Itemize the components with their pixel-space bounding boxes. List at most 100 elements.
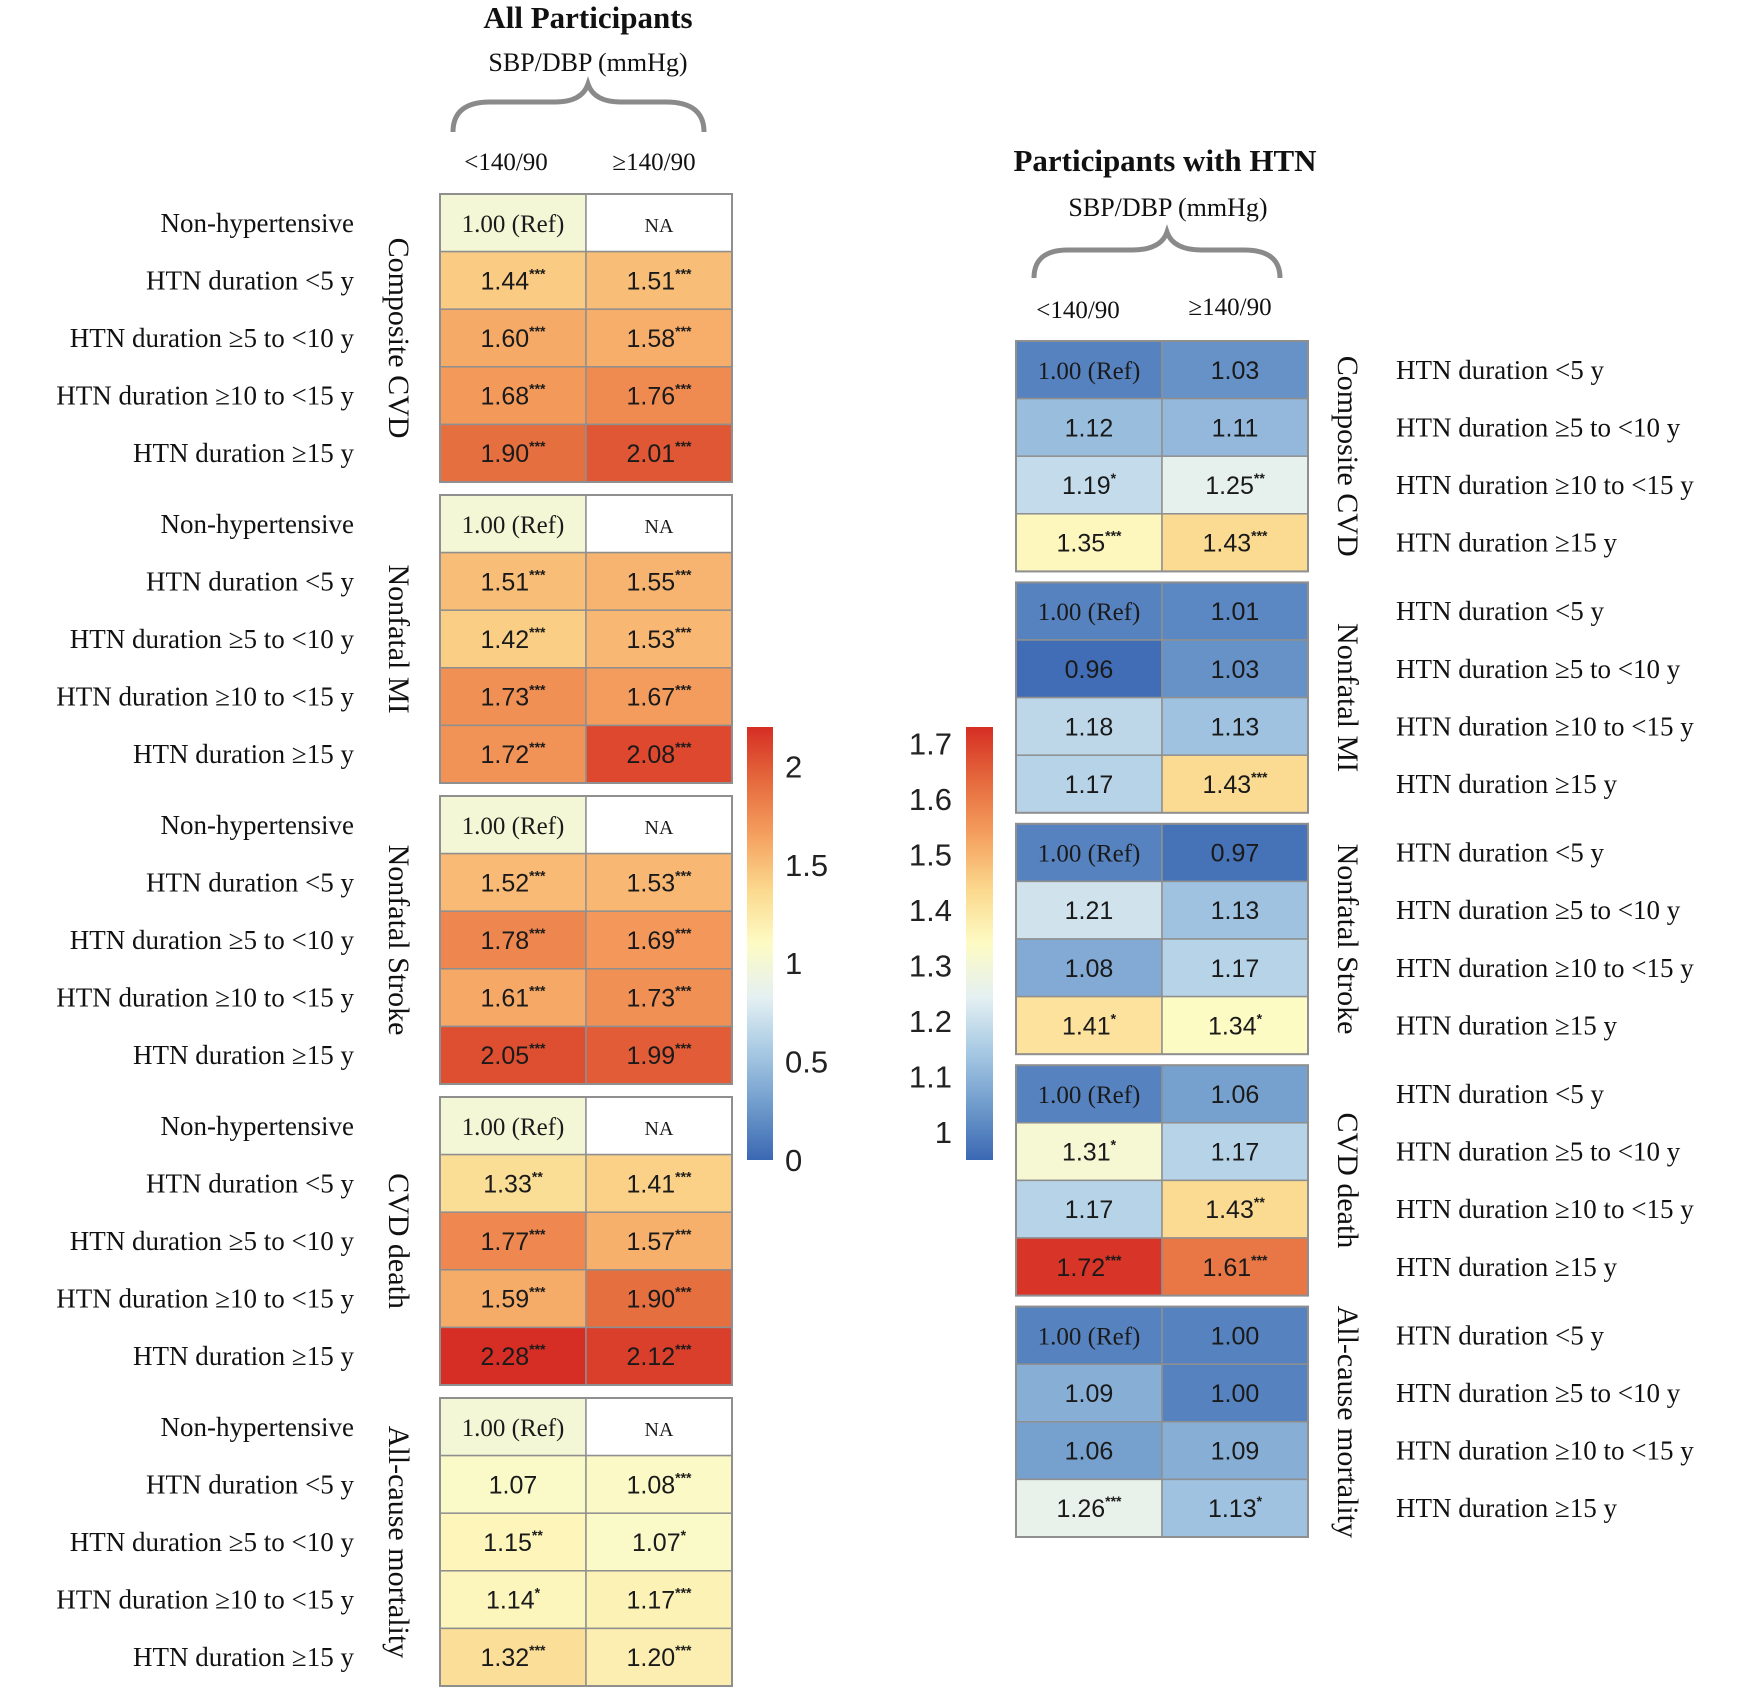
- heatmap-cell: [585, 494, 733, 554]
- colorbar-tick-label: 0.5: [785, 1045, 828, 1080]
- colorbar-tick-label: 1.3: [909, 949, 952, 984]
- cell-value-label: 1.00 (Ref): [1038, 1323, 1141, 1350]
- heatmap-cell: [585, 1512, 733, 1572]
- right-colorbar: [966, 727, 993, 1160]
- group-label: Nonfatal MI: [1331, 623, 1364, 772]
- cell-value-label: 1.61***: [1202, 1252, 1268, 1282]
- colorbar-tick-label: 1.6: [909, 782, 952, 817]
- heatmap-cell: [585, 1025, 733, 1085]
- cell-value-label: 1.13: [1211, 897, 1260, 925]
- heatmap-cell: [1161, 823, 1309, 883]
- colorbar-tick-label: 1.1: [909, 1060, 952, 1095]
- heatmap-cell: [1015, 639, 1163, 699]
- group-border: [1015, 1064, 1309, 1297]
- cell-value-label: 1.33**: [483, 1168, 543, 1198]
- row-label: HTN duration ≥15 y: [133, 1040, 355, 1070]
- heatmap-cell: [439, 1627, 587, 1687]
- cell-value-label: 1.07: [489, 1471, 538, 1499]
- cell-value-label: 1.00 (Ref): [1038, 599, 1141, 626]
- group-label: Composite CVD: [1331, 356, 1364, 557]
- group-label: Composite CVD: [382, 238, 415, 439]
- heatmap-cell: [1161, 1363, 1309, 1423]
- group-label: Nonfatal Stroke: [1331, 844, 1364, 1035]
- cell-value-label: 1.08: [1065, 955, 1114, 983]
- row-label: HTN duration <5 y: [146, 1469, 354, 1499]
- cell-value-label: 1.59***: [480, 1284, 546, 1314]
- cell-value-label: 1.13*: [1208, 1493, 1263, 1523]
- row-label: HTN duration <5 y: [1396, 1079, 1604, 1109]
- heatmap-cell: [585, 795, 733, 855]
- heatmap-cell: [585, 366, 733, 426]
- heatmap-cell: [585, 308, 733, 368]
- colorbar-tick-label: 1.5: [785, 848, 828, 883]
- left-col-header-high: ≥140/90: [612, 149, 695, 176]
- group-border: [1015, 1305, 1309, 1538]
- heatmap-cell: [585, 423, 733, 483]
- cell-value-label: 1.01: [1211, 598, 1260, 626]
- colorbar-tick-label: 2: [785, 749, 802, 784]
- heatmap-cell: [439, 494, 587, 554]
- row-label: HTN duration ≥15 y: [1396, 769, 1618, 799]
- cell-value-label: 1.55***: [626, 566, 692, 596]
- cell-value-label: 1.12: [1065, 414, 1114, 442]
- colorbar-tick-label: 1.7: [909, 727, 952, 762]
- cell-value-label: 1.17***: [626, 1585, 692, 1615]
- group-label: Nonfatal MI: [382, 564, 415, 713]
- cell-value-label: 2.12***: [626, 1341, 692, 1371]
- cell-value-label: 1.17: [1211, 1139, 1260, 1167]
- heatmap-cell: [1015, 1363, 1163, 1423]
- cell-value-label: 1.19*: [1062, 470, 1117, 500]
- heatmap-cell: [1015, 340, 1163, 400]
- cell-value-label: 1.77***: [480, 1226, 546, 1256]
- cell-value-label: NA: [645, 215, 674, 237]
- cell-value-label: 1.61***: [480, 983, 546, 1013]
- colorbar-tick-label: 1: [785, 946, 802, 981]
- heatmap-group: 1.00 (Ref) 1.00 HTN duration <5 y 1.09 1.00 H…: [1015, 1305, 1694, 1538]
- cell-value-label: 1.03: [1211, 357, 1260, 385]
- heatmap-cell: [1161, 1122, 1309, 1182]
- right-col-header-high: ≥140/90: [1188, 294, 1271, 321]
- cell-value-label: 1.00 (Ref): [462, 813, 565, 840]
- row-label: HTN duration ≥15 y: [1396, 528, 1618, 558]
- cell-value-label: 0.97: [1211, 840, 1260, 868]
- heatmap-group: 1.00 (Ref) NA Non-hypertensive 1.07 1.08*** H…: [56, 1397, 733, 1687]
- cell-value-label: 1.60***: [480, 323, 546, 353]
- right-panel-title: Participants with HTN: [1013, 143, 1316, 178]
- row-label: HTN duration ≥15 y: [1396, 1493, 1618, 1523]
- cell-value-label: 1.17: [1065, 771, 1114, 799]
- heatmap-cell: [1161, 995, 1309, 1055]
- cell-value-label: 1.58***: [626, 323, 692, 353]
- heatmap-cell: [439, 1025, 587, 1085]
- row-label: HTN duration ≥5 to <10 y: [1396, 654, 1681, 684]
- colorbar-tick-label: 1.4: [909, 893, 952, 928]
- colorbar-tick-label: 1: [935, 1115, 952, 1150]
- heatmap-cell: [439, 667, 587, 727]
- heatmap-cell: [585, 1627, 733, 1687]
- row-label: HTN duration ≥5 to <10 y: [1396, 895, 1681, 925]
- row-label: HTN duration ≥10 to <15 y: [1396, 953, 1694, 983]
- cell-value-label: 1.20***: [626, 1642, 692, 1672]
- heatmap-cell: [439, 308, 587, 368]
- cell-value-label: 1.99***: [626, 1040, 692, 1070]
- cell-value-label: 1.51***: [626, 265, 692, 295]
- heatmap-cell: [1015, 880, 1163, 940]
- row-label: HTN duration ≥10 to <15 y: [56, 1585, 354, 1615]
- row-label: HTN duration ≥10 to <15 y: [1396, 470, 1694, 500]
- cell-value-label: 1.32***: [480, 1642, 546, 1672]
- cell-value-label: 1.78***: [480, 925, 546, 955]
- group-border: [1015, 581, 1309, 814]
- row-label: Non-hypertensive: [161, 810, 354, 840]
- cell-value-label: 1.53***: [626, 624, 692, 654]
- heatmap-cell: [439, 193, 587, 253]
- row-label: HTN duration ≥15 y: [133, 1341, 355, 1371]
- cell-value-label: 1.21: [1065, 897, 1114, 925]
- heatmap-cell: [439, 910, 587, 970]
- heatmap-cell: [1161, 1064, 1309, 1124]
- cell-value-label: NA: [645, 1419, 674, 1441]
- heatmap-cell: [439, 1211, 587, 1271]
- heatmap-cell: [1161, 581, 1309, 641]
- cell-value-label: 1.52***: [480, 867, 546, 897]
- cell-value-label: 1.13: [1211, 713, 1260, 741]
- right-colorbar-ticks: 1 1.1 1.2 1.3 1.4 1.5 1.6 1.7: [909, 727, 952, 1151]
- heatmap-cell: [585, 1211, 733, 1271]
